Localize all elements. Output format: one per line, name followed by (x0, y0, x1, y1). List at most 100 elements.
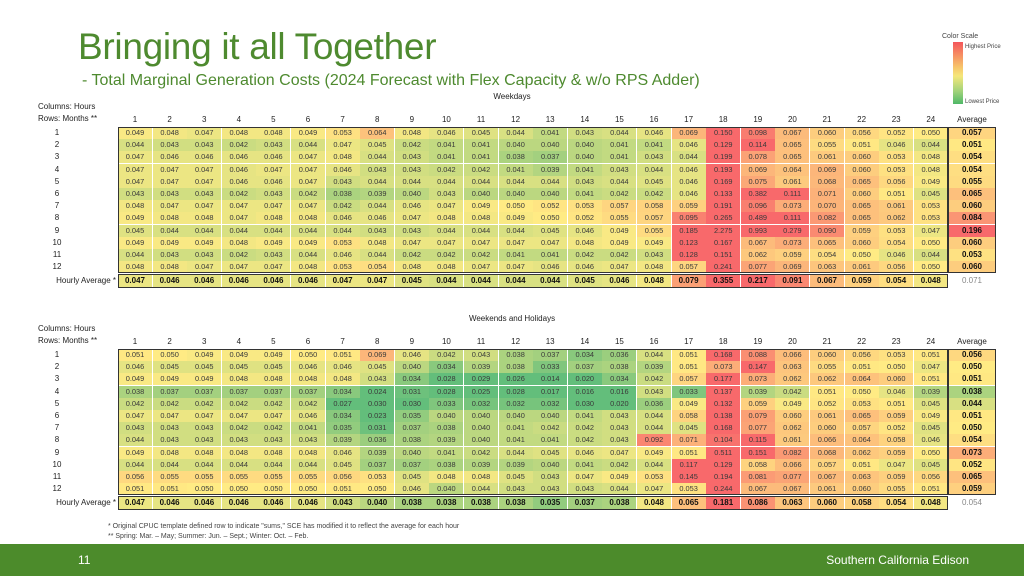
weekends-cell: 0.037 (567, 361, 602, 374)
weekends-cell: 0.051 (671, 446, 706, 459)
weekends-cell: 0.045 (221, 361, 256, 374)
weekdays-cell: 0.069 (810, 163, 844, 176)
weekends-cell: 0.028 (429, 373, 464, 386)
weekends-cell: 0.043 (360, 373, 395, 386)
weekends-cell: 0.058 (879, 434, 914, 447)
weekends-cell: 0.073 (706, 361, 741, 374)
weekdays-cell: 0.128 (671, 249, 706, 261)
weekends-cell: 0.049 (118, 446, 152, 459)
weekends-month-label: 3 (54, 374, 60, 384)
weekends-cell: 0.060 (810, 349, 844, 361)
weekends-cell: 0.023 (360, 410, 395, 422)
weekdays-cell: 0.053 (913, 212, 948, 225)
weekdays-cell: 0.048 (187, 212, 222, 225)
weekends-cell: 0.050 (913, 446, 948, 459)
weekdays-cell: 0.053 (913, 200, 948, 213)
weekdays-cell: 0.050 (913, 261, 948, 274)
weekends-columns-label: Columns: Hours (38, 324, 96, 333)
weekdays-cell: 0.065 (844, 200, 879, 213)
weekends-cell: 0.051 (118, 349, 152, 361)
weekends-hour-header: 22 (857, 337, 867, 346)
weekdays-hourly-cell: 0.046 (152, 275, 187, 288)
weekdays-cell: 0.053 (879, 224, 914, 237)
weekends-cell: 0.147 (740, 361, 775, 374)
weekends-title: Weekends and Holidays (468, 314, 556, 323)
weekends-cell: 0.104 (706, 434, 741, 447)
weekdays-cell: 0.067 (775, 127, 810, 139)
weekends-cell: 0.047 (637, 483, 671, 496)
weekends-cell: 0.511 (706, 446, 741, 459)
weekends-cell: 0.034 (602, 373, 637, 386)
weekdays-cell: 0.046 (221, 151, 256, 164)
weekends-cell: 0.027 (325, 397, 360, 410)
weekends-cell: 0.047 (567, 471, 602, 483)
weekends-cell: 0.020 (602, 397, 637, 410)
weekends-hour-header: 10 (441, 337, 451, 346)
weekdays-cell: 0.048 (913, 151, 948, 164)
weekends-cell: 0.040 (533, 458, 568, 471)
weekends-cell: 0.049 (913, 410, 948, 422)
weekdays-cell: 0.048 (152, 212, 187, 225)
weekdays-cell: 0.241 (706, 261, 741, 274)
weekends-cell: 0.050 (291, 483, 325, 496)
weekends-cell: 0.043 (187, 434, 222, 447)
weekdays-cell: 0.046 (360, 212, 395, 225)
weekends-cell: 0.055 (187, 471, 222, 483)
weekdays-hour-header: 10 (441, 115, 451, 124)
weekends-hourly-cell: 0.038 (464, 497, 498, 510)
weekdays-hourly-cell: 0.047 (360, 275, 395, 288)
weekdays-cell: 0.048 (429, 212, 464, 225)
weekdays-cell: 0.059 (775, 249, 810, 261)
weekdays-cell: 0.185 (671, 224, 706, 237)
weekends-cell: 0.040 (429, 483, 464, 496)
weekends-cell: 0.043 (602, 410, 637, 422)
weekends-cell: 0.045 (394, 471, 429, 483)
weekends-cell: 0.051 (879, 397, 914, 410)
weekends-cell: 0.132 (706, 397, 741, 410)
weekends-cell: 0.026 (498, 373, 533, 386)
weekends-cell: 0.044 (118, 434, 152, 447)
weekdays-cell: 0.047 (291, 200, 325, 213)
weekdays-cell: 0.046 (394, 200, 429, 213)
weekends-cell: 0.044 (118, 458, 152, 471)
weekends-cell: 0.079 (740, 410, 775, 422)
weekdays-cell: 0.042 (429, 163, 464, 176)
weekends-row-average: 0.044 (948, 397, 996, 410)
weekdays-cell: 0.075 (740, 175, 775, 188)
weekdays-cell: 0.043 (152, 249, 187, 261)
weekdays-cell: 0.047 (498, 261, 533, 274)
weekends-hour-header: 7 (340, 337, 345, 346)
weekends-cell: 0.057 (844, 422, 879, 435)
weekdays-hour-header: 12 (511, 115, 521, 124)
weekends-cell: 0.062 (775, 422, 810, 435)
weekdays-row-average: 0.060 (948, 236, 996, 249)
weekends-cell: 0.044 (637, 422, 671, 435)
weekdays-cell: 0.279 (775, 224, 810, 237)
weekends-cell: 0.061 (810, 410, 844, 422)
weekdays-cell: 0.049 (291, 127, 325, 139)
weekends-cell: 0.040 (429, 410, 464, 422)
weekends-cell: 0.039 (913, 385, 948, 398)
weekends-cell: 0.056 (118, 471, 152, 483)
weekends-cell: 0.050 (844, 385, 879, 398)
weekends-cell: 0.047 (913, 361, 948, 374)
weekdays-cell: 0.053 (325, 261, 360, 274)
weekends-hour-header: 8 (374, 337, 380, 346)
weekdays-cell: 0.047 (256, 163, 291, 176)
weekends-cell: 0.053 (360, 471, 395, 483)
weekends-cell: 0.046 (879, 385, 914, 398)
weekends-cell: 0.037 (360, 458, 395, 471)
weekends-cell: 0.045 (325, 458, 360, 471)
weekends-hourly-cell: 0.047 (118, 497, 152, 510)
weekends-cell: 0.117 (671, 458, 706, 471)
weekends-cell: 0.050 (221, 483, 256, 496)
weekends-row-average: 0.038 (948, 385, 996, 398)
weekends-cell: 0.051 (152, 483, 187, 496)
weekends-row-average: 0.050 (948, 422, 996, 435)
weekdays-cell: 0.057 (637, 212, 671, 225)
weekends-cell: 0.067 (810, 471, 844, 483)
weekdays-cell: 0.045 (913, 188, 948, 200)
weekdays-cell: 0.041 (464, 139, 498, 152)
weekends-cell: 0.036 (360, 434, 395, 447)
weekends-cell: 0.048 (221, 446, 256, 459)
